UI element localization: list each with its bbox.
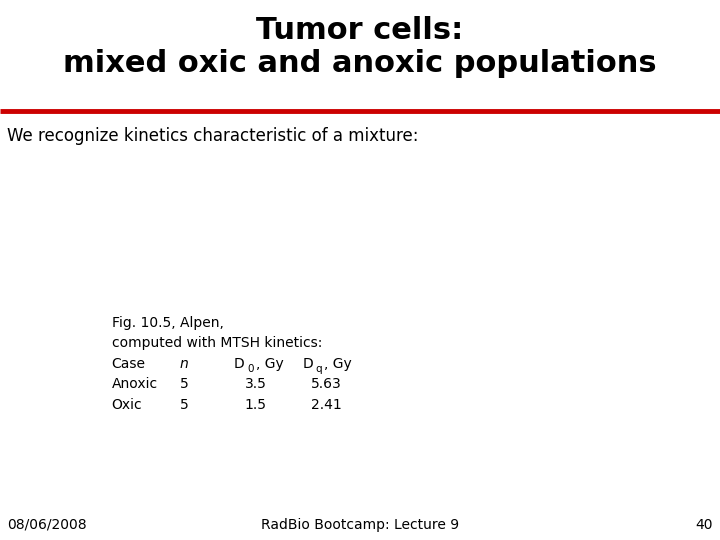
Text: 5: 5 (180, 398, 189, 412)
Text: RadBio Bootcamp: Lecture 9: RadBio Bootcamp: Lecture 9 (261, 518, 459, 532)
Text: , Gy: , Gy (324, 357, 352, 371)
Text: Tumor cells:
mixed oxic and anoxic populations: Tumor cells: mixed oxic and anoxic popul… (63, 16, 657, 78)
Text: 40: 40 (696, 518, 713, 532)
Text: , Gy: , Gy (256, 357, 284, 371)
Text: Anoxic: Anoxic (112, 377, 158, 392)
Text: D: D (302, 357, 313, 371)
Text: 1.5: 1.5 (245, 398, 267, 412)
Text: 5: 5 (180, 377, 189, 392)
Text: 3.5: 3.5 (245, 377, 266, 392)
Text: D: D (234, 357, 245, 371)
Text: Case: Case (112, 357, 145, 371)
Text: 5.63: 5.63 (311, 377, 342, 392)
Text: computed with MTSH kinetics:: computed with MTSH kinetics: (112, 336, 322, 350)
Text: 0: 0 (247, 364, 253, 374)
Text: 2.41: 2.41 (311, 398, 342, 412)
Text: Oxic: Oxic (112, 398, 143, 412)
Text: n: n (180, 357, 189, 371)
Text: Fig. 10.5, Alpen,: Fig. 10.5, Alpen, (112, 316, 223, 330)
Text: q: q (315, 364, 322, 374)
Text: We recognize kinetics characteristic of a mixture:: We recognize kinetics characteristic of … (7, 127, 419, 145)
Text: 08/06/2008: 08/06/2008 (7, 518, 87, 532)
